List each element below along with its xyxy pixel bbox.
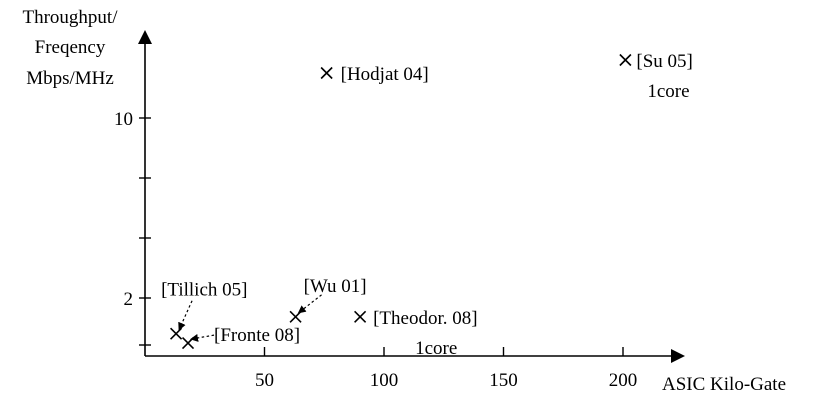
label-tillich-05: [Tillich 05] (161, 280, 247, 301)
marker-tillich-05 (170, 327, 183, 340)
arrow-tillich-05 (178, 300, 193, 331)
y-ticks: 2 10 (114, 109, 151, 346)
label-wu-01: [Wu 01] (304, 276, 367, 297)
point-theodor-08: [Theodor. 08] 1core (354, 308, 478, 359)
x-axis-title: ASIC Kilo-Gate (662, 374, 786, 395)
x-tick-label-100: 100 (370, 370, 399, 391)
point-wu-01: [Wu 01] (289, 276, 367, 323)
point-hodjat-04: [Hodjat 04] (320, 64, 429, 85)
marker-fronte-08 (181, 337, 195, 350)
marker-wu-01 (289, 310, 302, 323)
point-su-05: [Su 05] 1core (619, 51, 693, 102)
arrow-wu-01 (297, 294, 322, 314)
point-tillich-05: [Tillich 05] (161, 280, 247, 340)
label-fronte-08: [Fronte 08] (214, 325, 300, 346)
y-axis-title-line-2: Freqency (35, 37, 106, 58)
y-axis-title-line-1: Throughput/ (23, 7, 119, 28)
data-points: [Hodjat 04] [Su 05] 1core [Wu 01] [Theodor. … (161, 51, 693, 359)
y-axis-arrowhead (138, 30, 152, 44)
y-axis-title-line-3: Mbps/MHz (26, 68, 114, 89)
label-su-05: [Su 05] (636, 51, 692, 72)
x-tick-label-150: 150 (489, 370, 518, 391)
label-hodjat-04: [Hodjat 04] (341, 64, 429, 85)
y-tick-label-10: 10 (114, 109, 133, 130)
y-axis-title: Throughput/ Freqency Mbps/MHz (23, 7, 119, 89)
arrow-fronte-08 (190, 333, 215, 342)
pointer-arrows (178, 294, 322, 342)
sublabel-su-05: 1core (647, 81, 689, 102)
x-ticks: 50 100 150 200 (255, 347, 637, 391)
marker-theodor-08 (354, 310, 367, 323)
x-tick-label-50: 50 (255, 370, 274, 391)
x-axis-arrowhead (671, 349, 685, 363)
marker-hodjat-04 (320, 66, 333, 80)
x-tick-label-200: 200 (609, 370, 638, 391)
point-fronte-08: [Fronte 08] (181, 325, 300, 350)
y-tick-label-2: 2 (124, 289, 134, 310)
label-theodor-08: [Theodor. 08] (373, 308, 477, 329)
marker-su-05 (619, 53, 632, 67)
sublabel-theodor-08: 1core (415, 338, 457, 359)
